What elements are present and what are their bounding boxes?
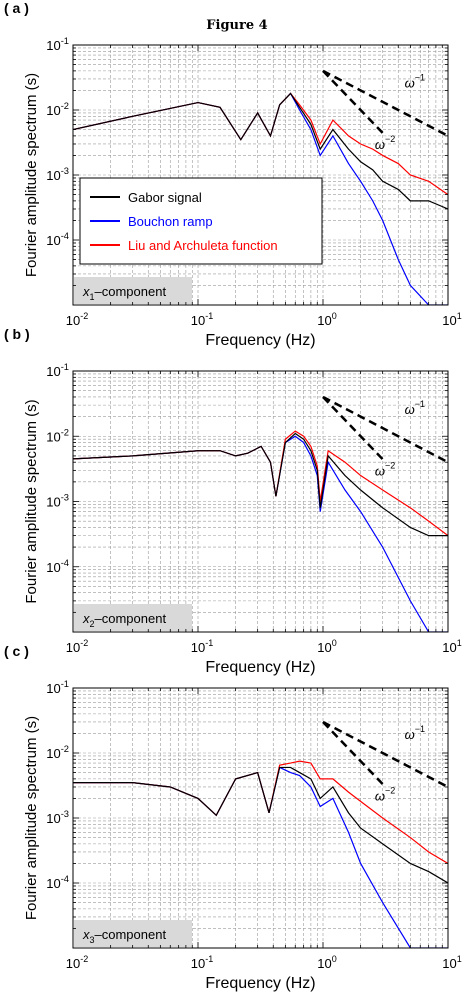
slope-label-2: ω−2 xyxy=(375,461,395,479)
y-tick-label: 10-2 xyxy=(46,101,69,118)
component-label-box xyxy=(74,604,192,631)
y-tick-label: 10-3 xyxy=(46,809,69,826)
chart-panel-2: x2–component ω−1 ω−2 10-2 10-1 100 101 10-1 10-2… xyxy=(4,326,462,676)
legend-entry-2: Bouchon ramp xyxy=(128,214,213,229)
x-tick-label: 10-1 xyxy=(191,311,213,328)
x-tick-label: 101 xyxy=(442,954,461,971)
component-label: x3–component xyxy=(82,927,166,945)
y-tick-label: 10-1 xyxy=(46,36,69,53)
slope-label-2: ω−2 xyxy=(375,785,395,803)
x-tick-label: 10-1 xyxy=(191,954,213,971)
x-tick-label: 100 xyxy=(317,638,336,655)
component-label-box xyxy=(74,920,192,947)
grid-lines xyxy=(73,688,448,948)
slope-label-1: ω−1 xyxy=(405,73,425,91)
y-tick-label: 10-4 xyxy=(46,558,69,575)
figure-title: Figure 4 xyxy=(206,18,268,33)
slope-label-2: ω−2 xyxy=(375,134,395,152)
panel-label: ( a ) xyxy=(4,0,29,16)
component-label: x2–component xyxy=(82,611,166,629)
x-tick-label: 101 xyxy=(442,638,461,655)
x-tick-label: 10-2 xyxy=(66,954,88,971)
series-line-1 xyxy=(73,432,448,537)
series-line-1 xyxy=(73,766,448,884)
chart-panel-1: x1–component ω−1 ω−2 10-2 10-1 100 101 10-1 10-2… xyxy=(4,0,462,349)
legend: Gabor signal Bouchon ramp Liu and Archulet… xyxy=(79,177,323,265)
y-tick-label: 10-1 xyxy=(46,679,69,696)
slope-line-omega-minus-2 xyxy=(322,396,388,464)
panel-label: ( c ) xyxy=(4,643,29,659)
slope-label-1: ω−1 xyxy=(405,399,425,417)
slope-label-1: ω−1 xyxy=(405,724,425,742)
y-axis-label: Fourier amplitude spectrum (s) xyxy=(23,73,40,277)
x-tick-label: 10-1 xyxy=(191,638,213,655)
slope-line-omega-minus-1 xyxy=(322,69,449,137)
y-tick-label: 10-3 xyxy=(46,493,69,510)
slope-line-omega-minus-1 xyxy=(322,720,449,789)
y-tick-label: 10-1 xyxy=(46,362,69,379)
y-tick-label: 10-4 xyxy=(46,231,69,248)
x-tick-label: 10-2 xyxy=(66,638,88,655)
grid-lines xyxy=(73,371,448,632)
x-axis-label: Frequency (Hz) xyxy=(205,659,315,676)
x-tick-label: 101 xyxy=(442,311,461,328)
slope-line-omega-minus-2 xyxy=(322,721,388,789)
x-axis-label: Frequency (Hz) xyxy=(205,975,315,992)
chart-panel-3: x3–component ω−1 ω−2 10-2 10-1 100 101 10-1 10-2… xyxy=(4,643,462,992)
y-axis-label: Fourier amplitude spectrum (s) xyxy=(23,716,40,920)
legend-box xyxy=(79,177,323,265)
y-tick-label: 10-2 xyxy=(46,427,69,444)
y-tick-label: 10-3 xyxy=(46,166,69,183)
series-line-1 xyxy=(73,92,448,210)
slope-line-omega-minus-2 xyxy=(322,69,388,138)
component-label-box xyxy=(74,277,192,304)
y-tick-label: 10-4 xyxy=(46,874,69,891)
panel-label: ( b ) xyxy=(4,326,30,342)
legend-entry-3: Liu and Archuleta function xyxy=(128,238,278,253)
y-tick-label: 10-2 xyxy=(46,744,69,761)
legend-entry-1: Gabor signal xyxy=(128,190,202,205)
component-label: x1–component xyxy=(82,284,166,302)
y-axis-label: Fourier amplitude spectrum (s) xyxy=(23,399,40,603)
x-tick-label: 100 xyxy=(317,311,336,328)
slope-line-omega-minus-1 xyxy=(322,395,449,464)
x-axis-label: Frequency (Hz) xyxy=(205,332,315,349)
x-tick-label: 10-2 xyxy=(66,311,88,328)
x-tick-label: 100 xyxy=(317,954,336,971)
